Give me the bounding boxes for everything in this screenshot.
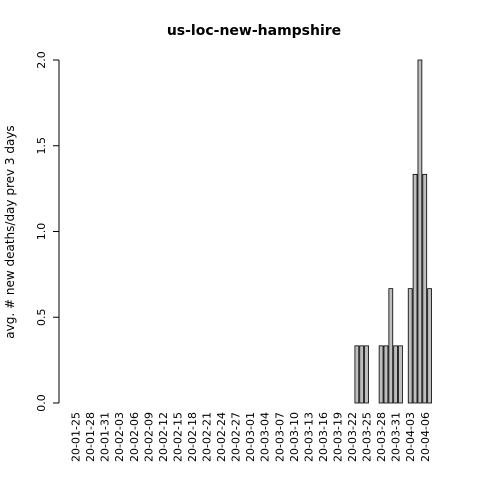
x-tick-label: 20-04-06 xyxy=(419,412,432,462)
bar xyxy=(388,288,394,404)
y-tick-label: 0.5 xyxy=(35,309,48,327)
bar xyxy=(398,345,403,404)
x-tick-label: 20-02-03 xyxy=(113,412,126,462)
x-tick-label: 20-02-06 xyxy=(128,412,141,462)
bar xyxy=(378,345,384,404)
x-tick-label: 20-02-24 xyxy=(215,412,228,462)
x-tick-label: 20-02-09 xyxy=(142,412,155,462)
x-tick-label: 20-02-18 xyxy=(186,412,199,462)
y-tick-label: 1.5 xyxy=(35,137,48,155)
x-tick-label: 20-01-31 xyxy=(99,412,112,462)
x-tick-label: 20-03-07 xyxy=(273,412,286,462)
x-tick-label: 20-03-01 xyxy=(244,412,257,462)
bars xyxy=(354,59,432,404)
x-tick-label: 20-03-25 xyxy=(361,412,374,462)
chart-title: us-loc-new-hampshire xyxy=(167,23,341,39)
x-tick-label: 20-03-19 xyxy=(331,412,344,462)
x-tick-label: 20-02-12 xyxy=(157,412,170,462)
bar xyxy=(427,288,432,404)
bar xyxy=(364,345,369,404)
x-tick-label: 20-03-31 xyxy=(390,412,403,462)
bar xyxy=(412,173,418,404)
x-tick-label: 20-01-25 xyxy=(70,412,83,462)
bar xyxy=(417,59,423,404)
bar xyxy=(407,288,413,404)
y-tick-label: 2.0 xyxy=(35,51,48,69)
x-tick-label: 20-03-10 xyxy=(288,412,301,462)
y-axis: 0.0 0.5 1.0 1.5 2.0 xyxy=(35,51,60,412)
y-tick-label: 1.0 xyxy=(35,223,48,241)
bar xyxy=(354,345,360,404)
bar xyxy=(393,345,399,404)
x-tick-label: 20-03-22 xyxy=(346,412,359,462)
y-axis-label: avg. # new deaths/day prev 3 days xyxy=(3,125,17,338)
x-tick-label: 20-03-28 xyxy=(375,412,388,462)
x-tick-label: 20-02-15 xyxy=(171,412,184,462)
x-tick-label: 20-02-27 xyxy=(230,412,243,462)
x-tick-label: 20-03-16 xyxy=(317,412,330,462)
bar xyxy=(383,345,389,404)
x-tick-label: 20-03-04 xyxy=(259,412,272,462)
x-axis: 20-01-25 20-01-28 20-01-31 20-02-03 20-02-06… xyxy=(70,412,432,462)
x-tick-label: 20-03-13 xyxy=(302,412,315,462)
bar xyxy=(359,345,365,404)
y-tick-label: 0.0 xyxy=(35,394,48,412)
x-tick-label: 20-02-21 xyxy=(201,412,214,462)
x-tick-label: 20-01-28 xyxy=(84,412,97,462)
bar xyxy=(422,173,428,404)
x-tick-label: 20-04-03 xyxy=(404,412,417,462)
